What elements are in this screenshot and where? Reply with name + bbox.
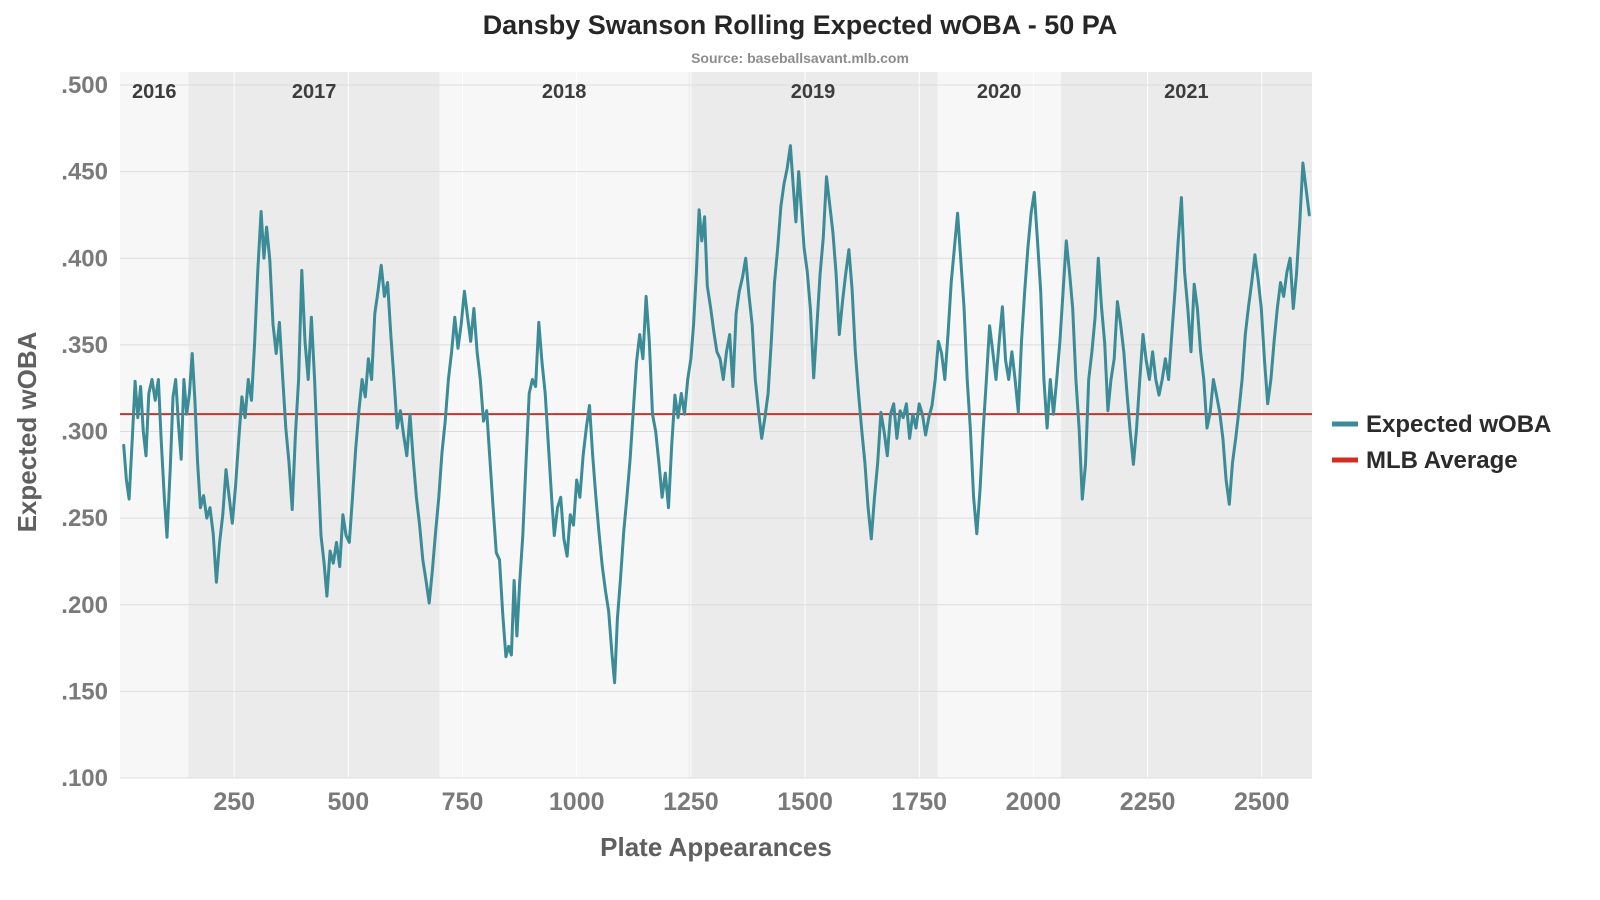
x-tick-label: 500 [327,788,369,816]
year-label-2020: 2020 [977,81,1022,103]
year-label-2019: 2019 [791,81,836,103]
y-tick-label: .100 [61,765,108,792]
year-labels-layer: 2016 2017 2018 2019 2020 2021 [132,81,1209,103]
x-tick-label: 750 [442,788,484,816]
y-tick-label: .500 [61,72,108,99]
y-axis-title: Expected wOBA [12,331,42,532]
tick-labels-layer: .500 .450 .400 .350 .300 .250 .200 .150 .100 250 5… [61,72,1289,816]
year-band-2019 [688,72,938,778]
year-bands-layer [120,72,1312,778]
y-tick-label: .350 [61,332,108,359]
y-tick-label: .450 [61,159,108,186]
year-label-2018: 2018 [542,81,587,103]
x-tick-label: 1500 [777,788,833,816]
x-tick-label: 250 [213,788,255,816]
y-tick-label: .250 [61,505,108,532]
year-band-2021 [1060,72,1312,778]
x-tick-label: 2500 [1234,788,1290,816]
y-tick-label: .200 [61,592,108,619]
x-tick-label: 1000 [549,788,605,816]
gridlines-layer [120,72,1312,779]
legend-label-expected-woba: Expected wOBA [1366,411,1551,438]
x-axis-title: Plate Appearances [600,832,832,862]
y-tick-label: .400 [61,245,108,272]
y-tick-label: .150 [61,678,108,705]
x-tick-label: 1250 [663,788,719,816]
expected-woba-line [122,144,1311,685]
x-tick-label: 2250 [1120,788,1176,816]
year-label-2016: 2016 [132,81,177,103]
year-label-2017: 2017 [292,81,337,103]
legend: Expected wOBA MLB Average [1332,411,1551,474]
chart-title: Dansby Swanson Rolling Expected wOBA - 5… [483,10,1118,40]
year-band-2020 [937,72,1061,778]
x-tick-label: 2000 [1006,788,1062,816]
y-tick-label: .300 [61,419,108,446]
x-tick-label: 1750 [891,788,947,816]
series-layer [122,144,1311,685]
year-band-2018 [439,72,689,778]
year-label-2021: 2021 [1164,81,1209,103]
legend-label-mlb-average: MLB Average [1366,447,1518,474]
chart-subtitle: Source: baseballsavant.mlb.com [691,50,909,66]
